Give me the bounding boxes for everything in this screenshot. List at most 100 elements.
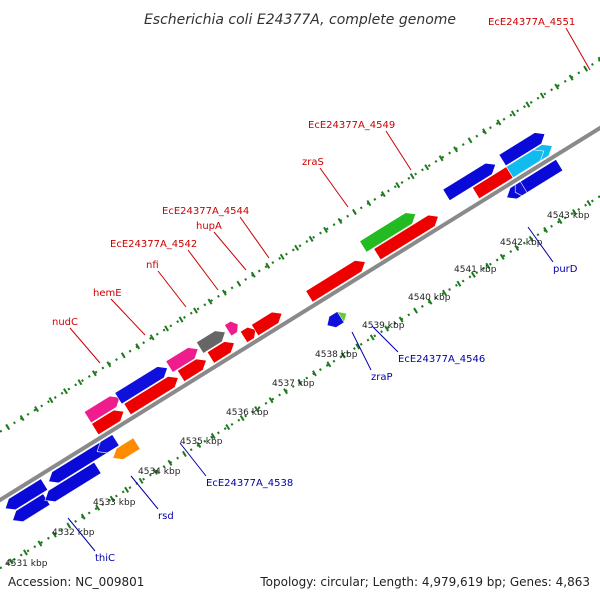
scale-label: 4532 kbp: [52, 528, 95, 538]
tick-mark: [369, 334, 375, 341]
tick-mark: [77, 379, 83, 386]
tick-mark: [499, 253, 505, 260]
tick-mark: [572, 208, 577, 216]
tick-mark: [210, 432, 216, 440]
gene-arrow: [326, 311, 345, 328]
tick-mark: [279, 253, 285, 260]
tick-mark: [294, 244, 300, 251]
tick-mark: [95, 504, 101, 511]
gene-label-upper: EcE24377A_4542: [110, 239, 197, 250]
scale-label: 4540 kbp: [408, 293, 451, 303]
gene-arrow: [239, 326, 257, 344]
tick-mark: [37, 540, 43, 547]
tick-mark: [409, 173, 415, 180]
tick-mark: [424, 164, 430, 171]
scale-label: 4534 kbp: [138, 467, 181, 477]
tick-mark: [597, 56, 600, 62]
tick-mark: [395, 182, 401, 189]
tick-mark: [239, 415, 245, 422]
tick-mark: [355, 343, 361, 350]
scale-label: 4541 kbp: [454, 265, 497, 275]
tick-mark: [265, 262, 271, 269]
leader-line: [351, 331, 372, 371]
tick-mark: [221, 289, 227, 296]
scale-label: 4531 kbp: [5, 559, 48, 569]
scale-label: 4537 kbp: [272, 379, 315, 389]
tick-mark: [63, 388, 68, 395]
gene-arrow: [83, 395, 121, 424]
accession-text: Accession: NC_009801: [8, 575, 144, 589]
scale-label: 4542 kbp: [500, 238, 543, 248]
tick-mark: [496, 119, 502, 126]
tick-mark: [380, 191, 386, 198]
tick-mark: [308, 235, 314, 242]
tick-mark: [207, 298, 213, 305]
gene-arrow: [498, 132, 546, 167]
tick-mark: [149, 334, 155, 341]
leader-line: [69, 327, 101, 364]
leader-line: [67, 517, 96, 552]
lower-guide: [0, 194, 600, 570]
leader-line: [130, 475, 159, 510]
gene-label-lower: EcE24377A_4546: [398, 354, 485, 365]
gene-arrow: [514, 181, 528, 197]
tick-mark: [438, 155, 444, 162]
gene-arrow: [176, 358, 207, 383]
tick-mark: [366, 199, 372, 207]
backbone: [0, 125, 600, 503]
feature-labels: nudC hemE nfi EcE24377A_4542 hupA EcE24377A_4…: [52, 17, 591, 564]
tick-mark: [196, 441, 202, 449]
gene-arrow: [44, 461, 102, 503]
leader-line: [187, 249, 219, 291]
gene-label-upper: nfi: [146, 260, 159, 271]
gene-label-lower: EcE24377A_4538: [206, 478, 293, 489]
tick-mark: [48, 397, 54, 404]
tick-mark: [193, 307, 198, 314]
gene-arrow: [96, 434, 120, 454]
tick-mark: [568, 74, 574, 81]
gene-arrow: [112, 437, 141, 460]
tick-mark: [470, 271, 476, 278]
gene-label-upper: hupA: [196, 221, 222, 232]
tick-mark: [525, 101, 531, 108]
leader-line: [527, 226, 554, 263]
gene-arrow: [359, 212, 417, 253]
gene-arrow: [224, 320, 239, 337]
gene-label-lower: zraP: [371, 372, 393, 383]
leader-line: [565, 27, 591, 71]
tick-mark: [326, 361, 332, 368]
tick-mark: [124, 486, 130, 493]
gene-arrow: [12, 493, 51, 523]
genome-summary-text: Topology: circular; Length: 4,979,619 bp…: [259, 575, 590, 589]
leader-line: [385, 130, 412, 171]
gene-arrow: [373, 214, 439, 261]
gene-label-lower: purD: [553, 264, 578, 275]
gene-label-upper: EcE24377A_4551: [488, 17, 575, 28]
gene-arrow: [250, 311, 283, 337]
tick-mark: [554, 83, 560, 90]
tick-mark: [34, 406, 40, 413]
gene-arrow: [505, 149, 545, 179]
gene-label-upper: EcE24377A_4544: [162, 206, 249, 217]
tick-mark: [138, 477, 144, 484]
backbone-line: [0, 125, 600, 503]
tick-mark: [485, 262, 491, 269]
tick-mark: [539, 92, 545, 99]
tick-mark: [254, 406, 260, 413]
gene-label-lower: thiC: [95, 553, 115, 564]
gene-arrow: [206, 341, 235, 364]
leader-line: [371, 325, 399, 353]
leader-line: [239, 216, 270, 259]
tick-mark: [164, 325, 170, 332]
tick-mark: [91, 370, 97, 377]
scale-label: 4539 kbp: [362, 321, 405, 331]
scale-label: 4543 kbp: [547, 211, 590, 221]
tick-mark: [80, 513, 86, 520]
gene-label-upper: zraS: [302, 157, 324, 168]
upper-guide: [0, 58, 600, 434]
gene-features: [4, 132, 564, 523]
scale-label: 4538 kbp: [315, 350, 358, 360]
map-title: Escherichia coli E24377A, complete genom…: [144, 12, 456, 28]
tick-mark: [8, 558, 14, 565]
leader-line: [110, 298, 146, 336]
